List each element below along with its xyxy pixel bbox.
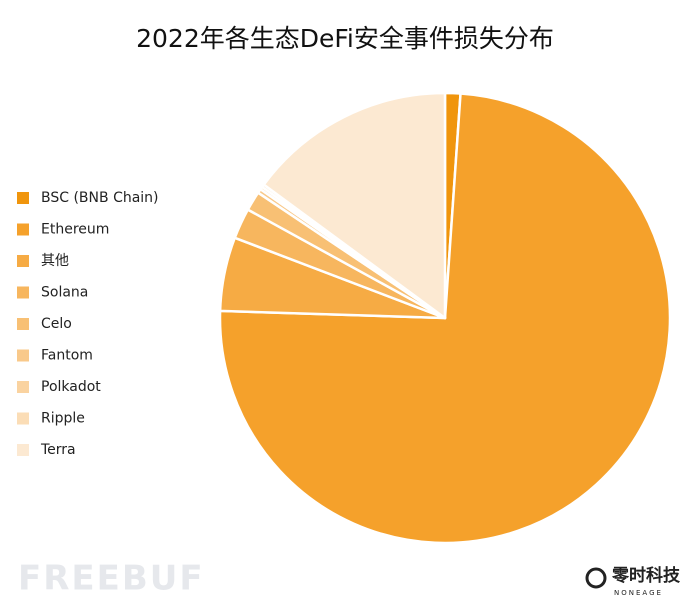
legend-label: Ripple bbox=[41, 411, 85, 427]
watermark: 零时科技 bbox=[611, 565, 681, 586]
legend-label: BSC (BNB Chain) bbox=[41, 190, 159, 206]
chart-title: 2022年各生态DeFi安全事件损失分布 bbox=[136, 24, 554, 53]
watermark: NONEAGE bbox=[614, 589, 663, 597]
pie bbox=[218, 91, 672, 545]
legend-swatch bbox=[17, 223, 29, 236]
legend-swatch bbox=[17, 255, 29, 267]
legend: BSC (BNB Chain) Ethereum 其他 Solana Celo Fanto… bbox=[17, 190, 159, 458]
watermark: FREEBUF bbox=[18, 559, 205, 599]
logo-icon bbox=[585, 567, 607, 589]
legend-swatch bbox=[17, 381, 29, 393]
legend-label: Fantom bbox=[41, 348, 93, 364]
legend-label: Ethereum bbox=[41, 222, 109, 238]
legend-label: Terra bbox=[40, 442, 76, 458]
pie-slice bbox=[262, 91, 447, 320]
legend-swatch bbox=[17, 412, 29, 425]
legend-swatch bbox=[17, 318, 29, 330]
legend-label: Solana bbox=[41, 285, 88, 301]
legend-label: 其他 bbox=[41, 253, 69, 269]
legend-swatch bbox=[17, 349, 29, 362]
legend-swatch bbox=[17, 192, 29, 204]
legend-label: Polkadot bbox=[41, 379, 101, 395]
legend-swatch bbox=[17, 444, 29, 456]
legend-label: Celo bbox=[41, 316, 72, 332]
legend-swatch bbox=[17, 286, 29, 299]
